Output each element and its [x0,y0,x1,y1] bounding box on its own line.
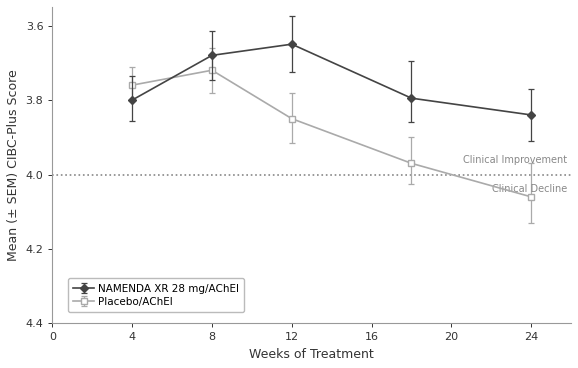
Text: Clinical Decline: Clinical Decline [492,184,567,194]
Legend: NAMENDA XR 28 mg/AChEI, Placebo/AChEI: NAMENDA XR 28 mg/AChEI, Placebo/AChEI [68,278,244,312]
Y-axis label: Mean (± SEM) CIBC-Plus Score: Mean (± SEM) CIBC-Plus Score [7,69,20,261]
Text: Clinical Improvement: Clinical Improvement [463,155,567,165]
X-axis label: Weeks of Treatment: Weeks of Treatment [249,348,374,361]
